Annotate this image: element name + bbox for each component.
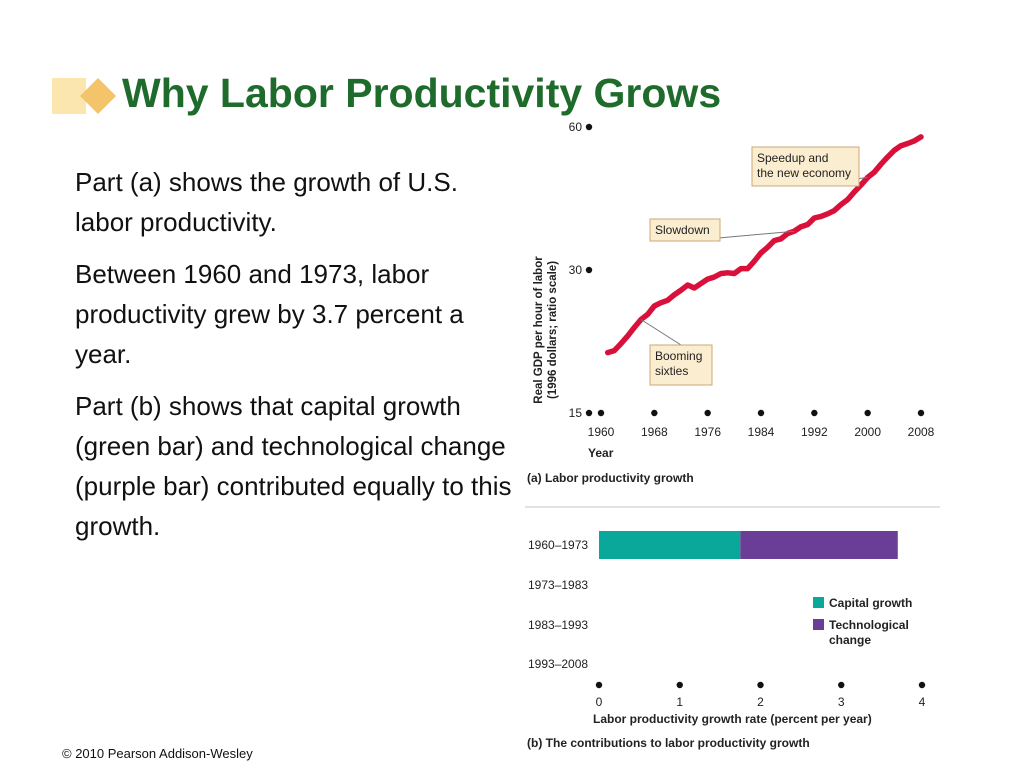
b-x-tick-label-4: 4 — [919, 695, 926, 709]
b-x-tick-dot-4 — [918, 681, 926, 689]
y-tick-dot-2 — [585, 123, 593, 131]
callout-text-0-0: Booming — [655, 349, 702, 363]
chart-a-productivity: 15 30 60 1960 1968 1976 1984 1992 2000 2008 Year Re… — [527, 120, 935, 485]
y-axis-label-line1: Real GDP per hour of labor — [533, 256, 545, 404]
legend-swatch-technology — [813, 619, 824, 630]
productivity-series-line — [604, 134, 924, 356]
category-label-3: 1993–2008 — [528, 657, 588, 671]
x-tick-dot-1 — [651, 409, 658, 417]
b-x-tick-dot-0 — [595, 681, 603, 689]
x-tick-dot-2 — [704, 409, 711, 417]
legend-label-technology-1: Technological — [829, 618, 909, 632]
b-x-tick-dot-3 — [838, 681, 845, 689]
callout-text-0-1: sixties — [655, 364, 688, 378]
x-tick-label-6: 2008 — [908, 425, 935, 439]
paragraph-2: Between 1960 and 1973, labor productivit… — [75, 259, 464, 369]
callout-box-2 — [751, 146, 860, 187]
b-x-tick-dot-1 — [676, 681, 683, 689]
x-axis-label: Year — [588, 446, 614, 460]
callout-text-2-0: Speedup and — [757, 151, 828, 165]
b-x-tick-dot-2 — [757, 681, 764, 689]
x-tick-label-1: 1968 — [641, 425, 668, 439]
y-tick-dot-1 — [585, 266, 593, 274]
y-tick-label-0: 15 — [569, 406, 583, 420]
callout-leader-0 — [640, 319, 682, 346]
x-tick-label-2: 1976 — [694, 425, 721, 439]
callout-box-0 — [649, 344, 713, 386]
slide-title: Why Labor Productivity Grows — [122, 70, 722, 116]
chart-b-caption: (b) The contributions to labor productiv… — [527, 736, 810, 750]
paragraph-3: Part (b) shows that capital growth (gree… — [75, 391, 512, 541]
category-label-2: 1983–1993 — [528, 618, 588, 632]
chart-a-caption: (a) Labor productivity growth — [527, 471, 694, 485]
b-x-tick-label-2: 2 — [757, 695, 764, 709]
b-x-axis-label: Labor productivity growth rate (percent … — [593, 712, 872, 726]
callout-text-1-0: Slowdown — [655, 223, 710, 237]
x-tick-label-4: 1992 — [801, 425, 828, 439]
title-diamond-decoration — [52, 78, 116, 114]
bar-0-capital — [599, 531, 741, 559]
x-tick-dot-5 — [864, 409, 871, 417]
x-tick-label-3: 1984 — [748, 425, 775, 439]
y-axis-label-line2: (1996 dollars; ratio scale) — [547, 261, 559, 399]
body-text: Part (a) shows the growth of U.S. labor … — [75, 162, 515, 558]
title-deco-square — [52, 78, 86, 114]
paragraph-1: Part (a) shows the growth of U.S. labor … — [75, 167, 458, 237]
b-x-tick-label-0: 0 — [596, 695, 603, 709]
legend-label-capital: Capital growth — [829, 596, 912, 610]
legend-swatch-capital — [813, 597, 824, 608]
title-deco-diamond — [80, 78, 116, 114]
b-x-tick-label-3: 3 — [838, 695, 845, 709]
b-x-tick-label-1: 1 — [676, 695, 683, 709]
x-tick-label-5: 2000 — [854, 425, 881, 439]
bar-0-technology — [740, 531, 898, 559]
y-tick-label-1: 30 — [569, 263, 583, 277]
copyright-footer: © 2010 Pearson Addison-Wesley — [62, 746, 253, 761]
x-tick-dot-4 — [811, 409, 818, 417]
callout-box-1 — [649, 218, 721, 242]
y-tick-dot-0 — [585, 409, 593, 417]
callout-text-2-1: the new economy — [757, 166, 851, 180]
category-label-0: 1960–1973 — [528, 538, 588, 552]
legend-label-technology-2: change — [829, 633, 871, 647]
x-tick-dot-0 — [597, 409, 605, 417]
x-tick-label-0: 1960 — [588, 425, 615, 439]
chart-b-contributions: 1960–1973 1973–1983 1983–1993 1993–2008 0 1 2 3… — [527, 531, 926, 750]
x-tick-dot-6 — [917, 409, 925, 417]
x-tick-dot-3 — [757, 409, 765, 417]
y-tick-label-2: 60 — [569, 120, 583, 134]
category-label-1: 1973–1983 — [528, 578, 588, 592]
